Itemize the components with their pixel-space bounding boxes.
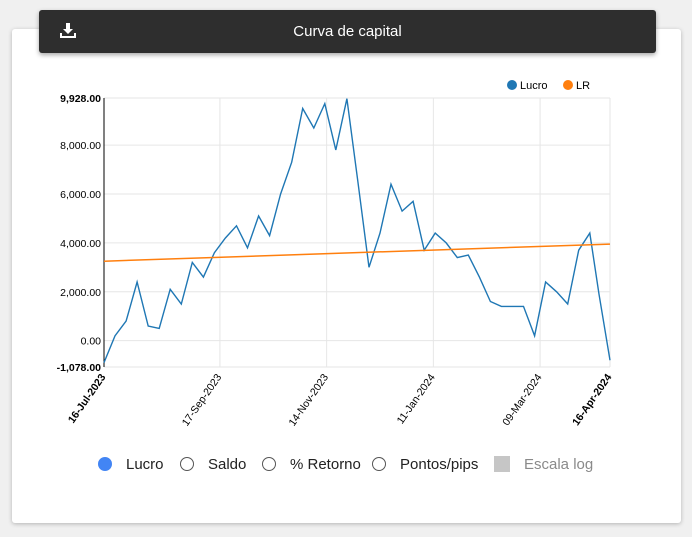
chart-axes: 9,928.00 8,000.00 6,000.00 4,000.00 2,000.00…	[57, 93, 615, 428]
y-tick-label: 9,928.00	[60, 93, 101, 105]
legend-swatch	[507, 80, 517, 90]
y-tick-label: 6,000.00	[60, 189, 101, 201]
legend-label: Lucro	[520, 80, 548, 92]
download-icon[interactable]	[59, 22, 77, 40]
y-tick-label: -1,078.00	[57, 362, 102, 374]
x-tick-label: 16-Jul-2023	[66, 372, 109, 426]
option-lucro[interactable]: Lucro	[98, 452, 164, 476]
y-tick-label: 0.00	[81, 336, 102, 348]
log-scale-label: Escala log	[524, 455, 594, 473]
log-scale-toggle[interactable]: Escala log	[494, 452, 593, 476]
chart-card	[12, 29, 681, 523]
radio-retorno[interactable]	[262, 457, 276, 471]
legend-label: LR	[576, 80, 590, 92]
chart-series	[103, 98, 611, 363]
y-tick-label: 4,000.00	[60, 238, 101, 250]
log-scale-checkbox[interactable]	[494, 456, 510, 472]
legend-item-lucro: Lucro	[507, 80, 548, 92]
x-tick-label: 14-Nov-2023	[286, 372, 331, 429]
series-selector: Lucro Saldo % Retorno Pontos/pips Escala…	[0, 452, 692, 476]
y-tick-label: 8,000.00	[60, 140, 101, 152]
option-pontos-label: Pontos/pips	[400, 455, 479, 473]
x-tick-label: 17-Sep-2023	[180, 372, 225, 429]
radio-pontos[interactable]	[372, 457, 386, 471]
series-line-lucro	[103, 98, 611, 363]
y-tick-label: 2,000.00	[60, 287, 101, 299]
x-tick-label: 09-Mar-2024	[500, 372, 544, 428]
option-saldo[interactable]: Saldo	[180, 452, 246, 476]
chart-legend: Lucro LR	[507, 80, 590, 92]
legend-swatch	[563, 80, 573, 90]
option-lucro-label: Lucro	[126, 455, 164, 473]
chart-header: Curva de capital	[39, 10, 656, 53]
equity-chart: 9,928.00 8,000.00 6,000.00 4,000.00 2,000.00…	[57, 80, 615, 428]
option-retorno[interactable]: % Retorno	[262, 452, 361, 476]
x-tick-label: 16-Apr-2024	[570, 372, 614, 428]
x-tick-label: 11-Jan-2024	[395, 372, 438, 427]
chart-grid	[103, 97, 611, 368]
series-line-lr	[103, 243, 611, 262]
radio-saldo[interactable]	[180, 457, 194, 471]
option-pontos[interactable]: Pontos/pips	[372, 452, 478, 476]
chart-title: Curva de capital	[293, 23, 402, 40]
radio-lucro[interactable]	[98, 457, 112, 471]
option-retorno-label: % Retorno	[290, 455, 361, 473]
legend-item-lr: LR	[563, 80, 590, 92]
option-saldo-label: Saldo	[208, 455, 247, 473]
